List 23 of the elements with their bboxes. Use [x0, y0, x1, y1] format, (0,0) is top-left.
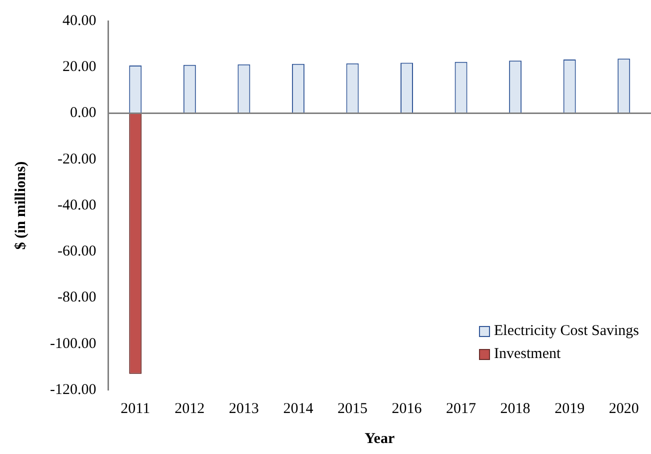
x-tick-label: 2019: [554, 400, 585, 417]
y-tick-label: 0.00: [70, 105, 96, 122]
y-axis-title: $ (in millions): [12, 161, 29, 250]
y-tick-label: -80.00: [57, 290, 96, 306]
y-tick-label: -120.00: [50, 382, 96, 398]
y-tick-label: -20.00: [57, 151, 96, 168]
y-tick-label: 20.00: [62, 59, 96, 76]
y-tick-label: -100.00: [50, 336, 96, 352]
x-tick-label: 2013: [228, 400, 259, 417]
x-tick-label: 2015: [337, 400, 368, 417]
x-tick-label: 2018: [500, 400, 530, 417]
y-tick-label: -40.00: [57, 197, 96, 214]
y-tick-label: -60.00: [57, 244, 96, 260]
x-tick-label: 2020: [608, 400, 639, 417]
x-axis-title: Year: [364, 430, 395, 447]
legend-label: Electricity Cost Savings: [494, 323, 639, 340]
x-tick-label: 2014: [283, 400, 314, 417]
x-tick-label: 2016: [392, 400, 422, 417]
x-tick-label: 2011: [120, 400, 150, 417]
x-tick-label: 2012: [174, 400, 205, 417]
y-tick-label: 40.00: [62, 12, 96, 29]
legend-label: Investment: [494, 346, 561, 363]
x-tick-label: 2017: [446, 400, 477, 417]
